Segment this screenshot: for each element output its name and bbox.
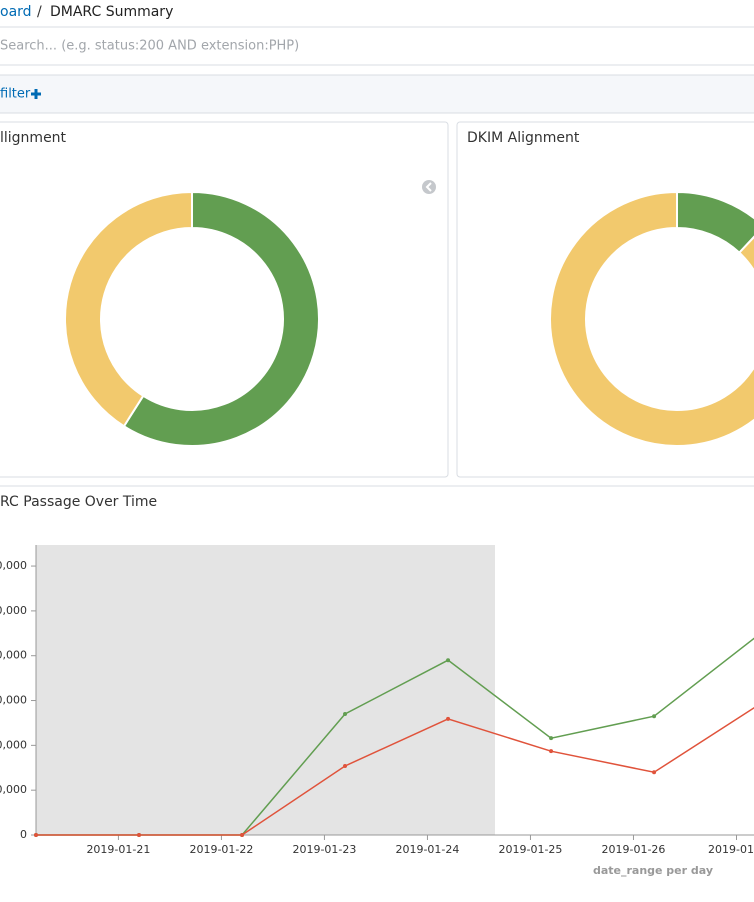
- x-tick-label: 2019-01-2: [708, 843, 754, 856]
- panel-title: DKIM Alignment: [467, 130, 580, 146]
- data-point: [240, 833, 244, 837]
- data-point: [652, 770, 656, 774]
- panel-title: RC Passage Over Time: [0, 494, 157, 510]
- y-tick-label: 0,000: [0, 738, 27, 751]
- data-point: [549, 749, 553, 753]
- breadcrumb-link[interactable]: oard: [0, 4, 32, 20]
- data-point: [343, 764, 347, 768]
- data-point: [549, 736, 553, 740]
- data-point: [343, 712, 347, 716]
- x-tick-label: 2019-01-22: [189, 843, 253, 856]
- x-axis-label: date_range per day: [593, 864, 713, 877]
- x-tick-label: 2019-01-26: [602, 843, 666, 856]
- x-tick-label: 2019-01-24: [395, 843, 459, 856]
- breadcrumb-separator: /: [37, 4, 42, 20]
- data-point: [137, 833, 141, 837]
- y-tick-label: 0,000: [0, 783, 27, 796]
- data-point: [446, 717, 450, 721]
- x-tick-label: 2019-01-23: [292, 843, 356, 856]
- data-point: [446, 658, 450, 662]
- data-point: [652, 714, 656, 718]
- x-tick-label: 2019-01-21: [86, 843, 150, 856]
- breadcrumb-current: DMARC Summary: [50, 4, 173, 20]
- data-point: [34, 833, 38, 837]
- y-tick-label: 0: [20, 828, 27, 841]
- x-tick-label: 2019-01-25: [498, 843, 562, 856]
- y-tick-label: 0,000: [0, 694, 27, 707]
- y-tick-label: 0,000: [0, 649, 27, 662]
- search-placeholder: Search... (e.g. status:200 AND extension…: [0, 39, 299, 54]
- filter-bar: [0, 75, 754, 113]
- legend-toggle[interactable]: [422, 180, 436, 194]
- brush-area: [36, 545, 495, 835]
- panel-title: llignment: [0, 130, 67, 146]
- add-filter[interactable]: filter: [0, 87, 31, 102]
- y-tick-label: 0,000: [0, 559, 27, 572]
- y-tick-label: 0,000: [0, 604, 27, 617]
